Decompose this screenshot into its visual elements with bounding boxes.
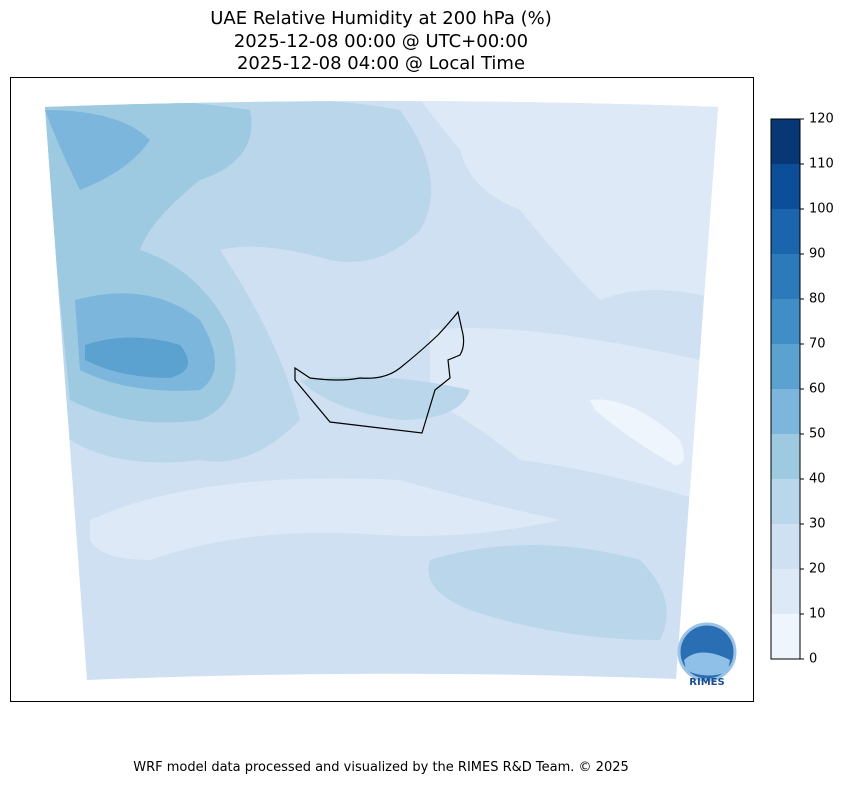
logo: RIMES xyxy=(677,622,737,688)
logo-text: RIMES xyxy=(689,677,724,688)
logo-wave xyxy=(684,652,730,676)
colorbar-tick-label: 50 xyxy=(809,427,826,442)
colorbar-tick-label: 90 xyxy=(809,247,826,262)
contour-field xyxy=(45,101,718,680)
map-subtitle: 2025-12-08 04:00 @ Local Time xyxy=(237,53,525,74)
map-title: UAE Relative Humidity at 200 hPa (%) xyxy=(210,8,551,29)
colorbar-band xyxy=(771,299,800,344)
colorbar-tick-label: 120 xyxy=(809,112,834,127)
contour-region xyxy=(85,337,188,378)
colorbar-band xyxy=(771,209,800,254)
colorbar-band xyxy=(771,389,800,434)
colorbar-band xyxy=(771,119,800,164)
colorbar-tick-label: 30 xyxy=(809,517,826,532)
colorbar-tick-label: 80 xyxy=(809,292,826,307)
contour-region xyxy=(420,101,718,300)
contour-region xyxy=(428,545,667,640)
colorbar-band xyxy=(771,434,800,479)
map-subtitle: 2025-12-08 00:00 @ UTC+00:00 xyxy=(234,31,528,52)
colorbar-tick-label: 0 xyxy=(809,652,817,667)
colorbar-band xyxy=(771,524,800,569)
colorbar-tick-label: 60 xyxy=(809,382,826,397)
colorbar-band xyxy=(771,569,800,614)
contour-region xyxy=(45,110,150,190)
country-border xyxy=(294,310,465,434)
colorbar-tick-label: 110 xyxy=(809,157,834,172)
contour-region xyxy=(590,399,684,465)
colorbar-band xyxy=(771,479,800,524)
colorbar-band xyxy=(771,614,800,659)
contour-region xyxy=(430,328,700,500)
colorbar-tick-label: 10 xyxy=(809,607,826,622)
colorbar-tick-label: 100 xyxy=(809,202,834,217)
colorbar-band xyxy=(771,164,800,209)
contour-region xyxy=(90,478,560,560)
colorbar-band xyxy=(771,344,800,389)
colorbar-band xyxy=(771,254,800,299)
colorbar-tick-label: 40 xyxy=(809,472,826,487)
colorbar: 0 10 20 30 40 50 60 70 80 90 100 110 120 xyxy=(770,112,834,667)
colorbar-tick-label: 20 xyxy=(809,562,826,577)
footer: WRF model data processed and visualized … xyxy=(133,760,629,775)
colorbar-tick-label: 70 xyxy=(809,337,826,352)
contour-region xyxy=(300,376,470,420)
